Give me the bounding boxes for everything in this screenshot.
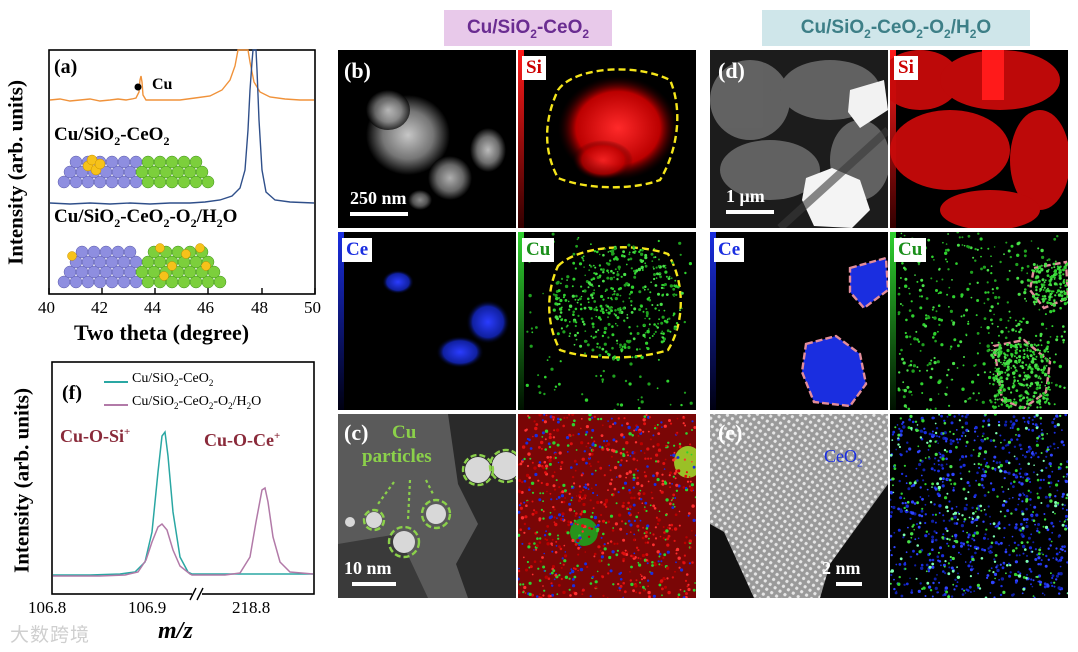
- panel-e-map: [890, 414, 1068, 598]
- panel-a-sample1-label: Cu/SiO2-CeO2: [54, 124, 170, 148]
- panel-f-legend-2: Cu/SiO2-CeO2-O2/H2O: [132, 394, 262, 411]
- panel-d-si-map: Si: [890, 50, 1068, 228]
- panel-c-haadf: (c) Cu particles 10 nm: [338, 414, 516, 598]
- panel-d-haadf: (d) 1 μm: [710, 50, 888, 228]
- panel-e-haadf: (e) CeO2 2 nm: [710, 414, 888, 598]
- panel-f-peak-ce: Cu-O-Ce+: [204, 430, 281, 450]
- panel-f-xtick-3: 218.8: [232, 598, 271, 617]
- panel-d-si-tag: Si: [894, 56, 918, 80]
- panel-e-scale-text: 2 nm: [822, 558, 861, 578]
- header-right: Cu/SiO2-CeO2-O2/H2O: [762, 10, 1030, 46]
- panel-d-cu-dots: [890, 232, 1068, 410]
- panel-e-ceo2-label: CeO2: [824, 446, 863, 470]
- panel-e-scalebar: [836, 582, 862, 586]
- panel-a-label: (a): [54, 56, 78, 78]
- panel-b-cu-dots: [518, 232, 693, 410]
- panel-d-scale-text: 1 μm: [726, 186, 765, 206]
- panel-f-plot: [51, 361, 315, 601]
- panel-b-scale-text: 250 nm: [350, 188, 407, 208]
- panel-b-haadf: (b) 250 nm: [338, 50, 516, 228]
- panel-e-mixed-map: [890, 414, 1068, 598]
- panel-b-label: (b): [344, 58, 371, 83]
- panel-b-ce-map: Ce: [338, 232, 516, 410]
- panel-d-ce-tag: Ce: [714, 238, 745, 262]
- panel-d-cu-map: Cu: [890, 232, 1068, 410]
- panel-c-scalebar: [352, 582, 396, 586]
- panel-a-xtick-48: 48: [251, 298, 268, 317]
- panel-b-ce-tag: Ce: [342, 238, 373, 262]
- panel-a-xtick-42: 42: [91, 298, 108, 317]
- cu-peak-dot: [134, 83, 142, 91]
- cu-peak-label: Cu: [152, 76, 173, 93]
- panel-f-xtick-1: 106.8: [28, 598, 67, 617]
- panel-b-scalebar: [350, 212, 408, 216]
- panel-f-label: (f): [62, 382, 82, 404]
- panel-c-label: (c): [344, 420, 369, 445]
- panel-a-sample2-label: Cu/SiO2-CeO2-O2/H2O: [54, 206, 238, 230]
- panel-a-xtick-46: 46: [197, 298, 214, 317]
- panel-d-scalebar: [726, 210, 774, 214]
- panel-b-si-tag: Si: [522, 56, 546, 80]
- panel-f-legend-1: Cu/SiO2-CeO2: [132, 371, 214, 388]
- panel-f-ylabel: Intensity (arb. units): [9, 388, 34, 573]
- panel-f-peak-si: Cu-O-Si+: [60, 426, 131, 446]
- panel-a-xtick-50: 50: [304, 298, 321, 317]
- panel-a: (a) Cu Cu/SiO2-CeO2 Cu/SiO2-CeO2-O2/H2O …: [0, 0, 330, 350]
- panel-d-cu-tag: Cu: [894, 238, 927, 262]
- panel-c-annot-particles: particles: [362, 446, 432, 467]
- panel-a-curve-orange: [49, 49, 314, 102]
- panel-a-ylabel: Intensity (arb. units): [3, 80, 28, 265]
- lattice-illustration-1: [57, 154, 215, 189]
- lattice-illustration-2: [57, 243, 227, 289]
- panel-a-xticks: [48, 288, 316, 294]
- panel-d-ce-map: Ce: [710, 232, 888, 410]
- panel-d-label: (d): [718, 58, 745, 83]
- panel-b-cu-tag: Cu: [522, 238, 555, 262]
- panel-f-xlabel: m/z: [158, 618, 193, 644]
- panel-f-curve-mauve: [53, 486, 314, 577]
- panel-e-label: (e): [718, 420, 743, 445]
- panel-c-annot-cu: Cu: [392, 422, 417, 443]
- panel-a-xtick-40: 40: [38, 298, 55, 317]
- panel-a-curve-blue: [49, 49, 315, 205]
- panel-f: (f) Cu/SiO2-CeO2 Cu/SiO2-CeO2-O2/H2O Cu-…: [0, 352, 330, 652]
- panel-a-plot: [48, 49, 316, 295]
- panel-a-xlabel: Two theta (degree): [74, 320, 250, 345]
- panel-c-scale-text: 10 nm: [344, 558, 392, 578]
- panel-a-xtick-44: 44: [144, 298, 161, 317]
- panel-c-map: [518, 414, 696, 598]
- panel-b-si-map: Si: [518, 50, 696, 228]
- header-left: Cu/SiO2-CeO2: [444, 10, 612, 46]
- watermark: 大数跨境: [10, 624, 91, 646]
- panel-b-cu-map: Cu: [518, 232, 696, 410]
- panel-f-curve-teal: [53, 430, 313, 576]
- panel-f-xtick-2: 106.9: [128, 598, 167, 617]
- panel-a-frame: [48, 49, 316, 295]
- panel-c-mixed-map: [518, 414, 696, 598]
